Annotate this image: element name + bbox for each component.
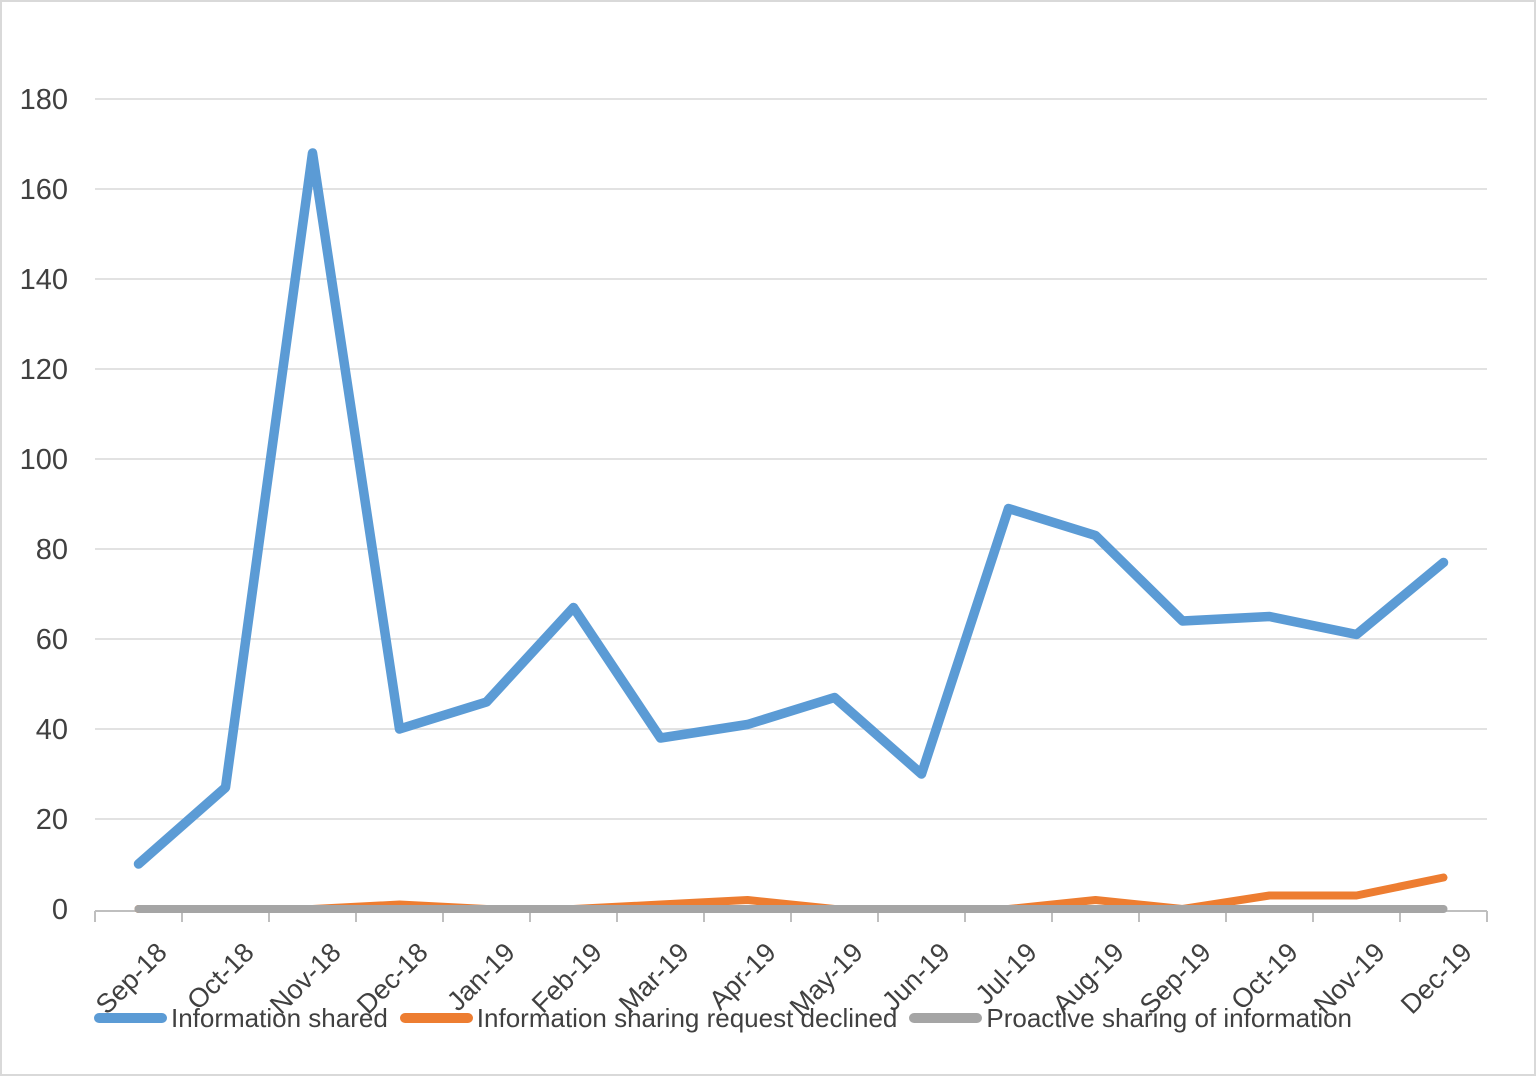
legend-swatch-icon [94, 1013, 167, 1023]
x-axis-label: Jul-19 [970, 937, 1043, 1010]
y-axis-label: 140 [20, 264, 68, 296]
legend-swatch-icon [399, 1013, 473, 1023]
y-axis-label: 20 [36, 804, 68, 836]
y-axis-label: 120 [20, 354, 68, 386]
legend-swatch-icon [909, 1013, 983, 1023]
y-axis-label: 180 [20, 84, 68, 116]
y-axis-label: 160 [20, 174, 68, 206]
series-line-1 [134, 873, 1448, 913]
x-axis-label: Dec-19 [1395, 937, 1478, 1020]
y-axis-label: 0 [52, 894, 68, 926]
chart-legend: Information shared Information sharing re… [94, 1005, 1352, 1031]
legend-item-0: Information shared [94, 1005, 388, 1031]
y-axis-label: 60 [36, 624, 68, 656]
y-axis-label: 100 [20, 444, 68, 476]
legend-label: Information sharing request declined [476, 1003, 898, 1033]
legend-label: Information shared [171, 1003, 388, 1033]
legend-item-1: Information sharing request declined [399, 1003, 898, 1033]
y-axis-label: 40 [36, 714, 68, 746]
series-line-0 [133, 148, 1449, 869]
legend-label: Proactive sharing of information [986, 1003, 1353, 1033]
y-axis-label: 80 [36, 534, 68, 566]
legend-item-2: Proactive sharing of information [909, 1005, 1352, 1031]
